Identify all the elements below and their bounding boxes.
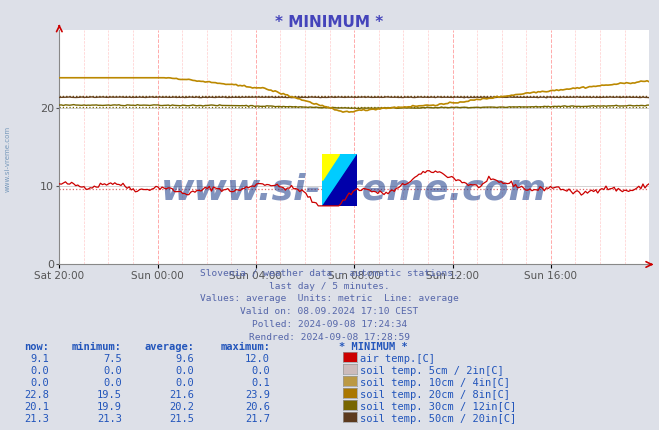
Text: 0.0: 0.0	[176, 366, 194, 376]
Text: www.si-vreme.com: www.si-vreme.com	[5, 126, 11, 192]
Text: 0.1: 0.1	[252, 378, 270, 388]
Text: 21.3: 21.3	[97, 414, 122, 424]
Text: soil temp. 30cm / 12in[C]: soil temp. 30cm / 12in[C]	[360, 402, 516, 412]
Text: * MINIMUM *: * MINIMUM *	[339, 342, 408, 352]
Text: average:: average:	[144, 342, 194, 352]
Text: maximum:: maximum:	[220, 342, 270, 352]
Text: minimum:: minimum:	[72, 342, 122, 352]
Text: 0.0: 0.0	[103, 366, 122, 376]
Text: soil temp. 20cm / 8in[C]: soil temp. 20cm / 8in[C]	[360, 390, 510, 400]
Text: 7.5: 7.5	[103, 354, 122, 364]
Text: Slovenia / weather data - automatic stations.
last day / 5 minutes.
Values: aver: Slovenia / weather data - automatic stat…	[200, 269, 459, 342]
Text: 0.0: 0.0	[103, 378, 122, 388]
Text: 21.7: 21.7	[245, 414, 270, 424]
Text: 23.9: 23.9	[245, 390, 270, 400]
Text: www.si-vreme.com: www.si-vreme.com	[161, 172, 547, 206]
Text: 20.2: 20.2	[169, 402, 194, 412]
Text: 19.9: 19.9	[97, 402, 122, 412]
Text: 20.1: 20.1	[24, 402, 49, 412]
Text: 0.0: 0.0	[31, 366, 49, 376]
Text: 9.6: 9.6	[176, 354, 194, 364]
Text: 0.0: 0.0	[252, 366, 270, 376]
Text: 19.5: 19.5	[97, 390, 122, 400]
Text: 21.5: 21.5	[169, 414, 194, 424]
Text: 12.0: 12.0	[245, 354, 270, 364]
Text: 20.6: 20.6	[245, 402, 270, 412]
Text: 21.3: 21.3	[24, 414, 49, 424]
Text: 0.0: 0.0	[176, 378, 194, 388]
Text: soil temp. 50cm / 20in[C]: soil temp. 50cm / 20in[C]	[360, 414, 516, 424]
Text: 9.1: 9.1	[31, 354, 49, 364]
Text: 22.8: 22.8	[24, 390, 49, 400]
Text: soil temp. 5cm / 2in[C]: soil temp. 5cm / 2in[C]	[360, 366, 503, 376]
Text: * MINIMUM *: * MINIMUM *	[275, 15, 384, 30]
Text: soil temp. 10cm / 4in[C]: soil temp. 10cm / 4in[C]	[360, 378, 510, 388]
Text: now:: now:	[24, 342, 49, 352]
Text: 21.6: 21.6	[169, 390, 194, 400]
Text: 0.0: 0.0	[31, 378, 49, 388]
Text: air temp.[C]: air temp.[C]	[360, 354, 435, 364]
